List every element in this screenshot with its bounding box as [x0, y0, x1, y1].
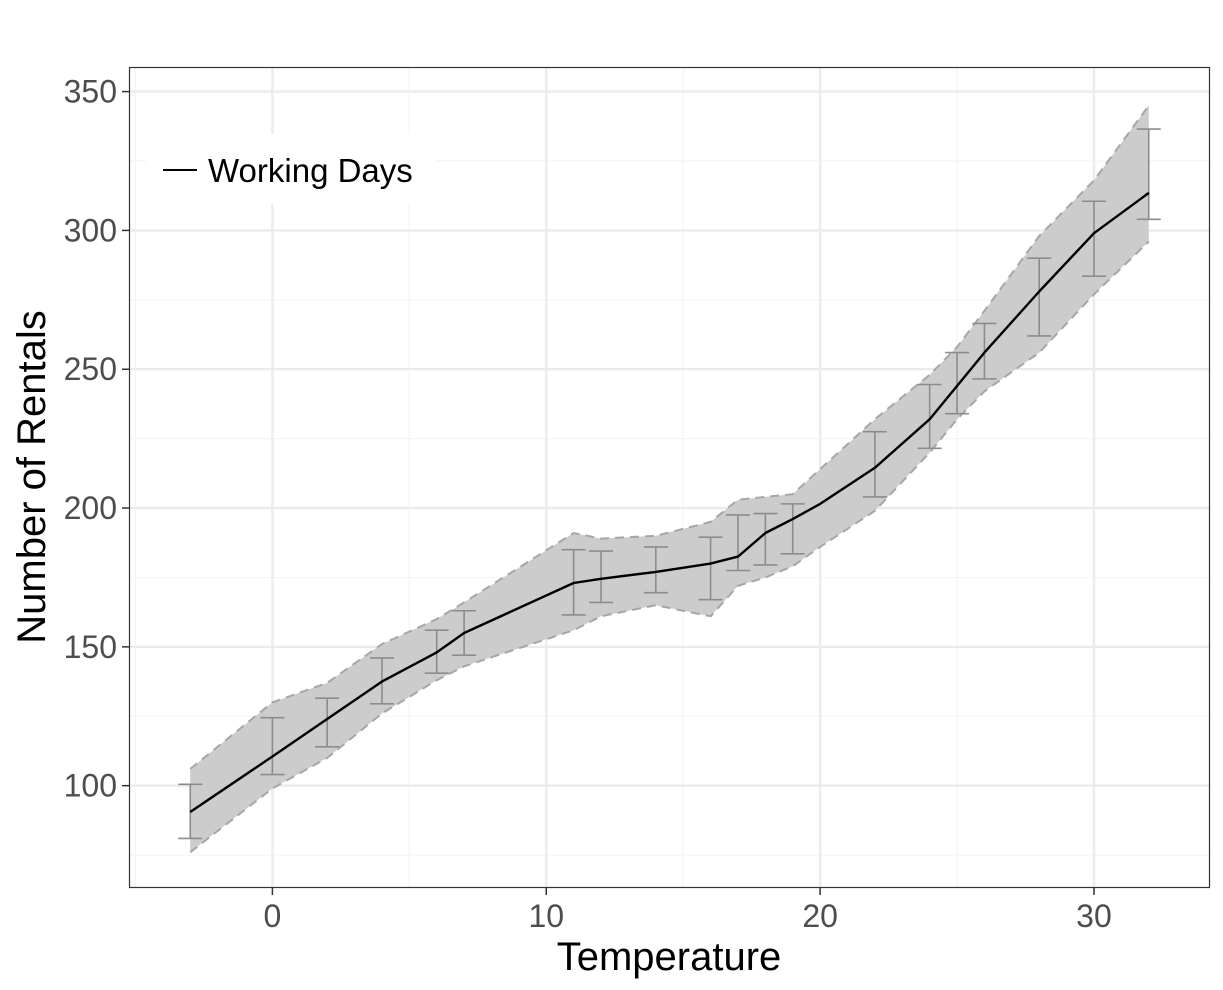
error-bar — [698, 536, 723, 601]
minor-grid — [130, 68, 1209, 887]
legend: Working Days — [146, 134, 436, 204]
error-bar — [725, 514, 750, 572]
x-axis-title: Temperature — [557, 935, 782, 979]
error-bar — [862, 430, 887, 498]
legend-label-working-days: Working Days — [208, 152, 413, 189]
panel-border — [128, 66, 1211, 889]
error-bar — [780, 503, 805, 555]
line-layer — [189, 191, 1150, 813]
y-tick-label: 300 — [64, 212, 117, 248]
error-bar — [589, 550, 614, 604]
x-tick-label: 20 — [802, 898, 838, 934]
error-bar — [315, 697, 340, 748]
error-bar — [260, 716, 285, 776]
error-bar — [917, 383, 942, 450]
y-axis-title: Number of Rentals — [10, 310, 54, 643]
y-tick-label: 100 — [64, 768, 117, 804]
error-bar-layer — [178, 128, 1161, 840]
x-tick-label: 10 — [528, 898, 564, 934]
series-line-working-days — [189, 191, 1150, 813]
error-bar — [1081, 200, 1106, 278]
y-tick-label: 200 — [64, 490, 117, 526]
y-tick-label: 350 — [64, 74, 117, 110]
error-bar — [643, 546, 668, 594]
x-axis: 0 10 20 30 — [264, 887, 1112, 934]
x-tick-label: 0 — [264, 898, 282, 934]
error-bar — [1027, 257, 1052, 337]
y-tick-label: 250 — [64, 351, 117, 387]
error-bar — [945, 351, 970, 415]
error-bar — [1136, 128, 1161, 221]
x-tick-label: 30 — [1076, 898, 1112, 934]
confidence-band — [190, 105, 1149, 853]
error-bar — [753, 512, 778, 566]
band-lower-edge — [189, 240, 1150, 854]
y-axis: 100 150 200 250 300 350 — [64, 74, 130, 804]
y-tick-label: 150 — [64, 629, 117, 665]
